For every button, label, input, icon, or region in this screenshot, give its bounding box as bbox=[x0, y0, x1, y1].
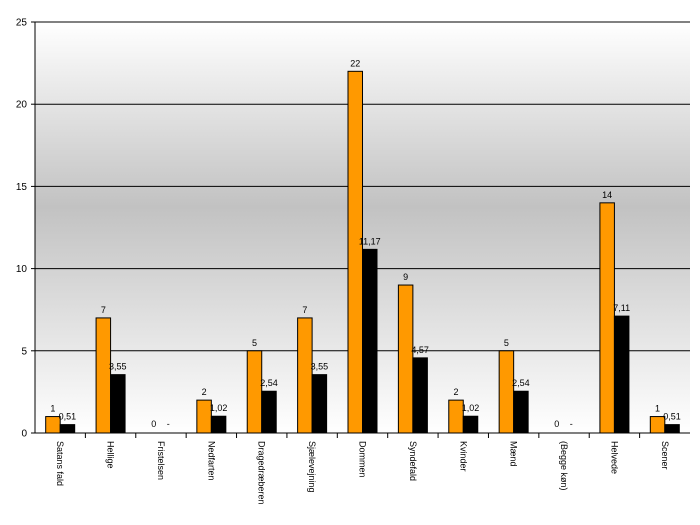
bar-series-1 bbox=[599, 202, 615, 434]
bars bbox=[45, 70, 680, 434]
bar-series-2 bbox=[210, 415, 227, 434]
data-label: 2 bbox=[202, 387, 207, 397]
data-label: 5 bbox=[252, 338, 257, 348]
category-label: Fristelsen bbox=[156, 441, 166, 480]
y-tick-label: 10 bbox=[16, 264, 28, 275]
data-label: 7 bbox=[101, 305, 106, 315]
bar-series-2 bbox=[513, 390, 529, 434]
data-label: - bbox=[570, 419, 573, 429]
bar-series-2 bbox=[261, 390, 277, 434]
bar-series-2 bbox=[462, 415, 479, 434]
y-tick-label: 25 bbox=[16, 18, 28, 29]
category-label: Sjælevejning bbox=[307, 441, 317, 493]
category-label: Kvinder bbox=[458, 441, 468, 472]
bar-series-2 bbox=[613, 315, 630, 434]
data-label: - bbox=[167, 419, 170, 429]
category-label: Satans fald bbox=[55, 441, 65, 486]
category-label: Mænd bbox=[509, 441, 519, 467]
category-label: Dragedræberen bbox=[257, 441, 267, 505]
bar-series-1 bbox=[246, 350, 263, 434]
data-label: 1,02 bbox=[462, 403, 480, 413]
category-label: (Begge køn) bbox=[559, 441, 569, 491]
data-label: 9 bbox=[403, 272, 408, 282]
data-label: 2 bbox=[454, 387, 459, 397]
x-axis-categories: Satans fald Hellige Fristelsen Nedfarten Dra… bbox=[55, 433, 670, 505]
bar-series-2 bbox=[311, 374, 328, 434]
data-label: 0 bbox=[151, 419, 156, 429]
data-label: 14 bbox=[602, 190, 612, 200]
y-tick-label: 0 bbox=[21, 429, 27, 440]
data-label: 3,55 bbox=[311, 362, 329, 372]
bar-series-2 bbox=[362, 248, 378, 434]
y-tick-label: 15 bbox=[16, 182, 28, 193]
category-label: Dommen bbox=[358, 441, 368, 478]
y-axis-ticks: 0 5 10 15 20 25 bbox=[16, 18, 35, 440]
data-label: 11,17 bbox=[359, 236, 381, 246]
data-label: 0 bbox=[554, 419, 559, 429]
category-label: Helvede bbox=[609, 441, 619, 474]
category-label: Syndefald bbox=[408, 441, 418, 481]
bar-series-1 bbox=[498, 350, 515, 434]
y-tick-label: 5 bbox=[21, 346, 27, 357]
data-label: 2,54 bbox=[260, 378, 278, 388]
bar-series-1 bbox=[297, 317, 313, 434]
data-label: 22 bbox=[350, 58, 360, 68]
axes bbox=[34, 22, 690, 434]
data-label: 1,02 bbox=[210, 403, 228, 413]
bar-series-1 bbox=[95, 317, 112, 434]
category-label: Scener bbox=[660, 441, 670, 470]
data-label: 4,57 bbox=[411, 345, 429, 355]
bar-series-2 bbox=[664, 424, 680, 434]
data-label: 1 bbox=[50, 404, 55, 414]
y-tick-label: 20 bbox=[16, 100, 28, 111]
category-label: Nedfarten bbox=[206, 441, 216, 481]
data-label: 5 bbox=[504, 338, 509, 348]
bar-series-2 bbox=[59, 424, 76, 434]
bar-series-1 bbox=[397, 284, 414, 434]
bar-series-1 bbox=[347, 70, 363, 434]
data-label: 0,51 bbox=[59, 412, 77, 422]
data-label: 2,54 bbox=[512, 378, 530, 388]
category-label: Hellige bbox=[106, 441, 116, 469]
data-label: 1 bbox=[655, 404, 660, 414]
data-label: 7,11 bbox=[613, 303, 630, 313]
bar-series-2 bbox=[110, 374, 126, 434]
data-label: 7 bbox=[302, 305, 307, 315]
bar-series-2 bbox=[412, 357, 428, 434]
data-label: 0,51 bbox=[663, 412, 681, 422]
data-label: 3,55 bbox=[109, 362, 127, 372]
